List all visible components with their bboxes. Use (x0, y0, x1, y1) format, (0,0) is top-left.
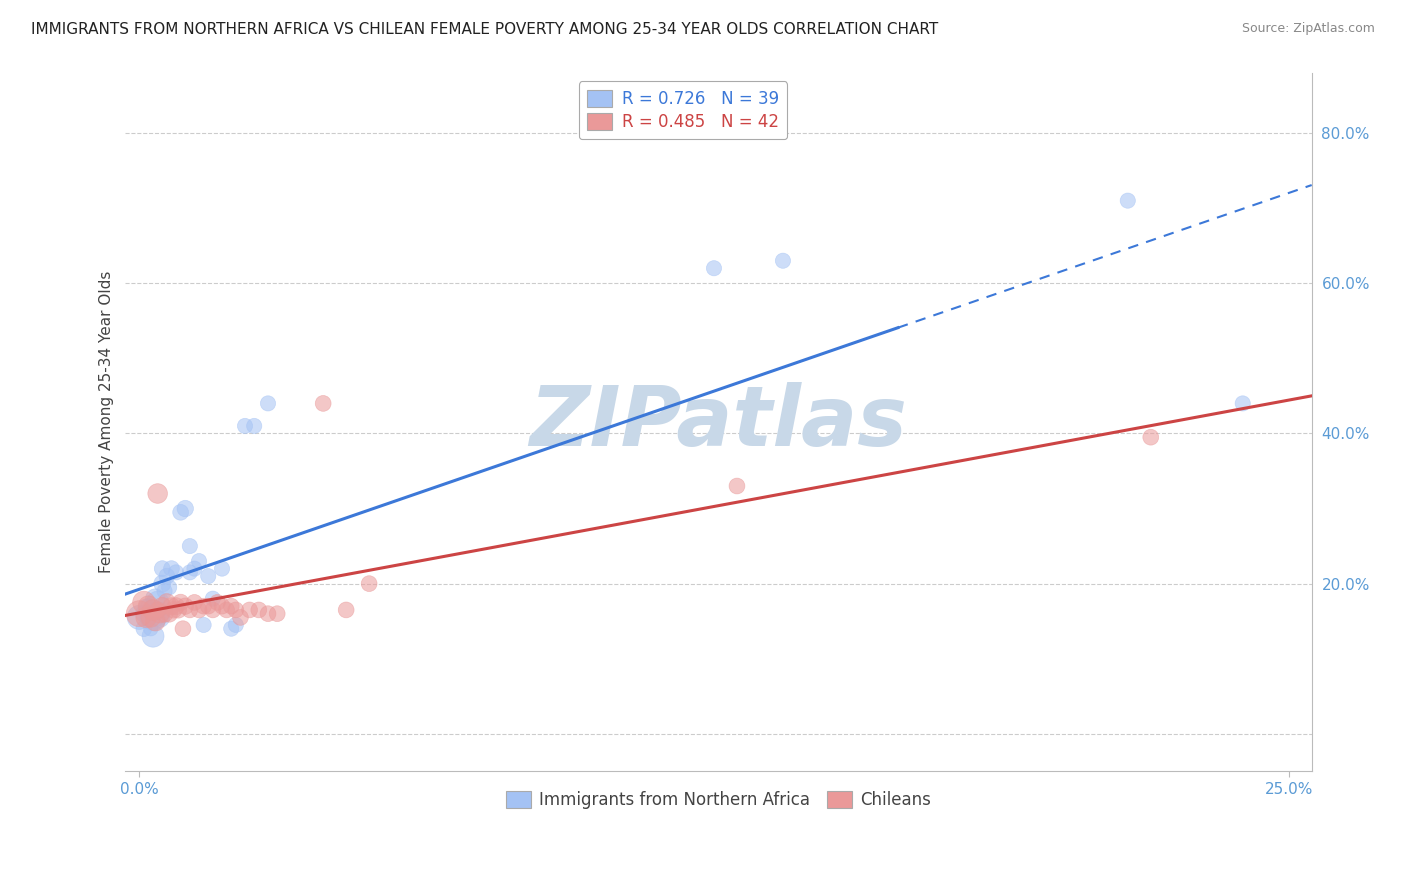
Point (165, 599, 187, 614)
Point (146, 595, 169, 609)
Point (1139, 430, 1161, 444)
Point (160, 561, 183, 575)
Point (772, 253, 794, 268)
Point (156, 595, 179, 609)
Point (197, 599, 219, 614)
Point (146, 603, 169, 617)
Point (201, 591, 224, 606)
Point (188, 603, 211, 617)
Point (167, 603, 190, 617)
Point (138, 610, 160, 624)
Point (243, 419, 266, 434)
Point (1232, 396, 1254, 410)
Point (163, 603, 186, 617)
Point (1116, 194, 1139, 208)
Point (142, 610, 165, 624)
Point (156, 569, 179, 583)
Point (138, 599, 160, 614)
Point (139, 610, 162, 624)
Legend: Immigrants from Northern Africa, Chileans: Immigrants from Northern Africa, Chilean… (499, 784, 938, 815)
Point (135, 610, 157, 624)
Point (335, 603, 357, 617)
Point (229, 610, 252, 624)
Point (312, 396, 335, 410)
Point (183, 561, 205, 575)
Point (146, 486, 169, 500)
Point (215, 603, 238, 617)
Point (725, 479, 748, 493)
Point (142, 603, 165, 617)
Point (135, 599, 157, 614)
Point (225, 603, 247, 617)
Point (201, 603, 224, 617)
Point (233, 419, 256, 434)
Point (142, 629, 165, 643)
Point (266, 607, 288, 621)
Point (160, 599, 183, 614)
Point (169, 595, 191, 609)
Point (257, 396, 280, 410)
Point (247, 603, 270, 617)
Point (193, 618, 215, 632)
Point (193, 599, 215, 614)
Point (128, 607, 150, 621)
Point (179, 566, 201, 580)
Point (138, 599, 160, 614)
Point (703, 261, 725, 276)
Point (150, 599, 173, 614)
Point (146, 607, 169, 621)
Point (143, 591, 166, 606)
Text: ZIPatlas: ZIPatlas (530, 382, 907, 463)
Point (157, 607, 180, 621)
Point (225, 618, 247, 632)
Point (179, 539, 201, 553)
Point (359, 576, 381, 591)
Point (219, 622, 242, 636)
Point (139, 622, 162, 636)
Point (143, 614, 166, 628)
Point (174, 501, 197, 516)
Point (132, 595, 155, 609)
Point (149, 610, 172, 624)
Point (153, 584, 176, 599)
Point (149, 607, 172, 621)
Point (219, 599, 242, 614)
Point (183, 595, 205, 609)
Point (172, 622, 194, 636)
Text: IMMIGRANTS FROM NORTHERN AFRICA VS CHILEAN FEMALE POVERTY AMONG 25-34 YEAR OLDS : IMMIGRANTS FROM NORTHERN AFRICA VS CHILE… (31, 22, 938, 37)
Point (132, 607, 155, 621)
Point (150, 561, 173, 575)
Point (207, 595, 229, 609)
Point (257, 607, 280, 621)
Point (188, 554, 211, 568)
Point (239, 603, 262, 617)
Point (153, 607, 176, 621)
Point (211, 561, 233, 575)
Point (157, 581, 180, 595)
Point (197, 569, 219, 583)
Point (179, 603, 201, 617)
Point (174, 599, 197, 614)
Text: Source: ZipAtlas.com: Source: ZipAtlas.com (1241, 22, 1375, 36)
Point (150, 576, 173, 591)
Point (128, 610, 150, 624)
Point (211, 599, 233, 614)
Point (132, 622, 155, 636)
Point (165, 566, 187, 580)
Point (169, 505, 191, 519)
Y-axis label: Female Poverty Among 25-34 Year Olds: Female Poverty Among 25-34 Year Olds (100, 271, 114, 574)
